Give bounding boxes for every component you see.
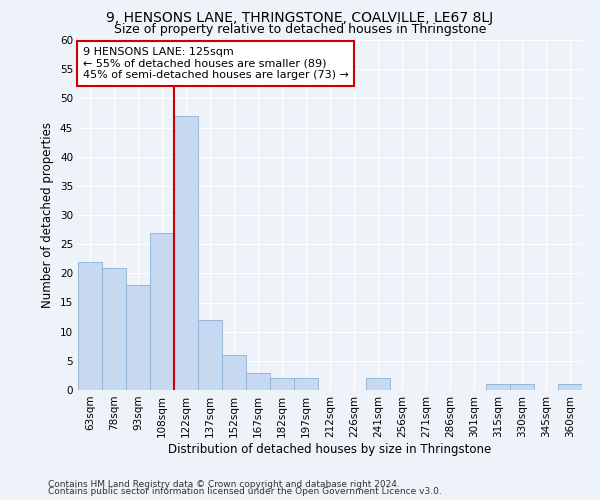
Bar [366, 378, 390, 390]
Y-axis label: Number of detached properties: Number of detached properties [41, 122, 55, 308]
Text: Size of property relative to detached houses in Thringstone: Size of property relative to detached ho… [114, 22, 486, 36]
Bar [486, 384, 510, 390]
Bar [246, 372, 270, 390]
Bar [294, 378, 318, 390]
Bar [510, 384, 534, 390]
Bar [126, 285, 150, 390]
Bar [558, 384, 582, 390]
Bar [270, 378, 294, 390]
Bar [174, 116, 198, 390]
Bar [102, 268, 126, 390]
Bar [78, 262, 102, 390]
X-axis label: Distribution of detached houses by size in Thringstone: Distribution of detached houses by size … [169, 442, 491, 456]
Text: Contains HM Land Registry data © Crown copyright and database right 2024.: Contains HM Land Registry data © Crown c… [48, 480, 400, 489]
Bar [150, 232, 174, 390]
Bar [222, 355, 246, 390]
Text: 9 HENSONS LANE: 125sqm
← 55% of detached houses are smaller (89)
45% of semi-det: 9 HENSONS LANE: 125sqm ← 55% of detached… [83, 47, 349, 80]
Bar [198, 320, 222, 390]
Text: Contains public sector information licensed under the Open Government Licence v3: Contains public sector information licen… [48, 488, 442, 496]
Text: 9, HENSONS LANE, THRINGSTONE, COALVILLE, LE67 8LJ: 9, HENSONS LANE, THRINGSTONE, COALVILLE,… [106, 11, 494, 25]
